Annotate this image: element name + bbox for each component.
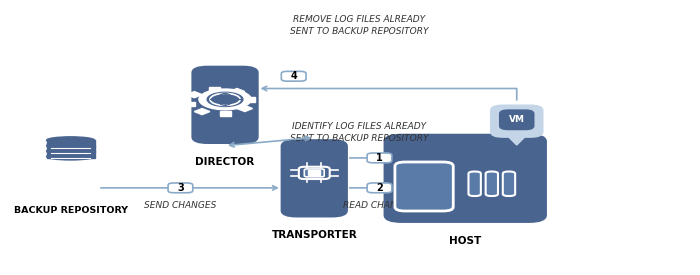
Text: DIRECTOR: DIRECTOR xyxy=(195,156,255,167)
Bar xyxy=(209,87,220,92)
Text: HOST: HOST xyxy=(449,235,482,246)
Bar xyxy=(195,109,210,115)
FancyBboxPatch shape xyxy=(367,183,392,193)
Ellipse shape xyxy=(47,148,94,155)
FancyBboxPatch shape xyxy=(193,67,258,143)
Bar xyxy=(47,151,94,158)
Ellipse shape xyxy=(47,142,94,149)
FancyBboxPatch shape xyxy=(395,162,453,211)
Text: BACKUP REPOSITORY: BACKUP REPOSITORY xyxy=(13,205,127,215)
FancyBboxPatch shape xyxy=(168,183,193,193)
FancyBboxPatch shape xyxy=(367,153,392,163)
Bar xyxy=(230,89,245,95)
Ellipse shape xyxy=(47,153,94,160)
Text: VM: VM xyxy=(509,115,525,124)
Bar xyxy=(220,111,230,116)
Bar xyxy=(244,97,256,101)
Polygon shape xyxy=(508,137,525,145)
Text: 1: 1 xyxy=(376,153,383,163)
Bar xyxy=(237,105,253,112)
Text: SEND CHANGES: SEND CHANGES xyxy=(144,202,216,210)
FancyBboxPatch shape xyxy=(281,71,306,81)
FancyBboxPatch shape xyxy=(304,169,324,177)
Text: 4: 4 xyxy=(290,71,297,81)
Circle shape xyxy=(199,89,251,110)
FancyBboxPatch shape xyxy=(491,106,542,137)
Bar xyxy=(308,170,321,175)
Text: READ CHANGES: READ CHANGES xyxy=(343,202,416,210)
Text: REMOVE LOG FILES ALREADY
SENT TO BACKUP REPOSITORY: REMOVE LOG FILES ALREADY SENT TO BACKUP … xyxy=(290,15,428,36)
Bar xyxy=(47,140,94,147)
FancyBboxPatch shape xyxy=(299,167,330,179)
FancyBboxPatch shape xyxy=(384,135,546,222)
FancyBboxPatch shape xyxy=(486,172,498,196)
FancyBboxPatch shape xyxy=(503,172,515,196)
Bar xyxy=(47,146,94,152)
Bar xyxy=(186,92,202,98)
Text: 2: 2 xyxy=(376,183,383,193)
FancyBboxPatch shape xyxy=(468,172,481,196)
Bar xyxy=(184,101,195,106)
Ellipse shape xyxy=(47,137,94,144)
Text: IDENTIFY LOG FILES ALREADY
SENT TO BACKUP REPOSITORY: IDENTIFY LOG FILES ALREADY SENT TO BACKU… xyxy=(290,122,428,143)
Text: TRANSPORTER: TRANSPORTER xyxy=(272,230,357,240)
FancyBboxPatch shape xyxy=(500,111,533,129)
Text: 3: 3 xyxy=(177,183,184,193)
FancyBboxPatch shape xyxy=(281,140,347,216)
Circle shape xyxy=(207,92,243,106)
